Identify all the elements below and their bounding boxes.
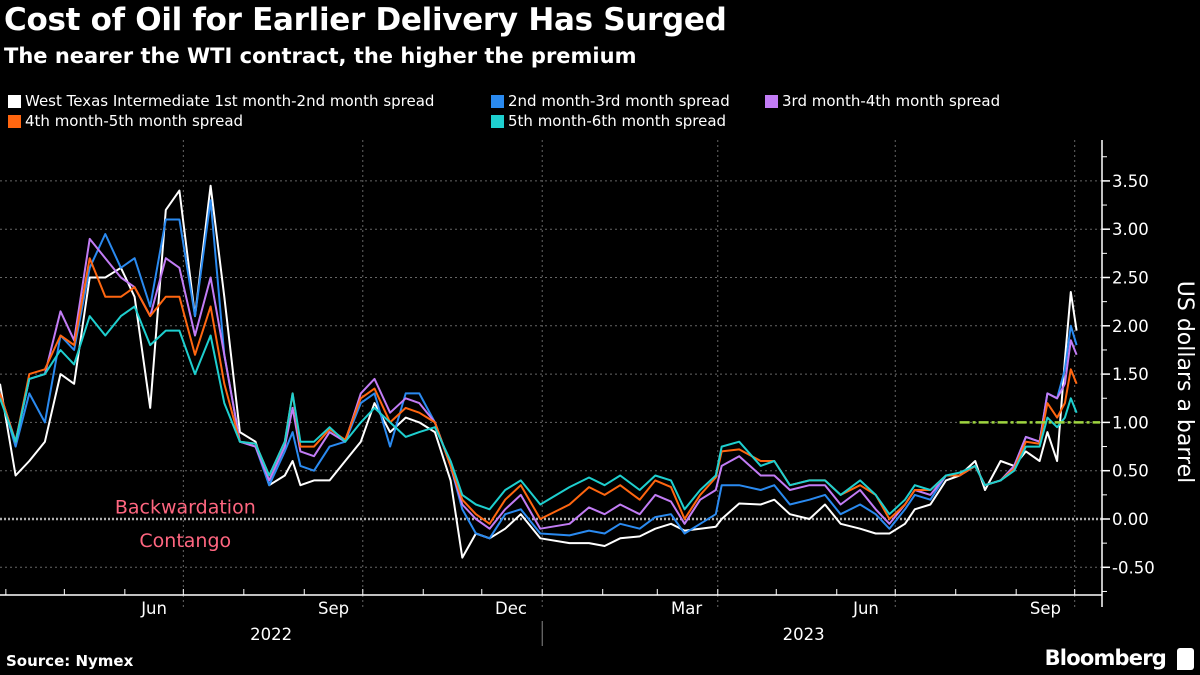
legend-swatch	[765, 94, 778, 108]
chart-subtitle: The nearer the WTI contract, the higher …	[4, 44, 637, 68]
legend-item-3-4: 3rd month-4th month spread	[765, 92, 1000, 110]
x-tick-label: Dec	[495, 599, 527, 618]
legend-item-2-3: 2nd month-3rd month spread	[491, 92, 730, 110]
y-tick-label: 2.00	[1112, 317, 1149, 336]
series-line-1	[0, 184, 1078, 559]
series-lines	[0, 184, 1100, 559]
x-tick-label: Jun	[140, 599, 167, 618]
x-tick-label: Jun	[852, 599, 879, 618]
y-axis-title: US dollars a barrel	[1172, 281, 1197, 483]
year-label: 2023	[783, 625, 825, 644]
bloomberg-chat-icon	[1177, 648, 1194, 670]
year-label: 2022	[250, 625, 292, 644]
annotation-label: Contango	[139, 530, 231, 552]
series-line-2	[0, 199, 1078, 540]
annotations: Backwardation Contango	[115, 496, 256, 552]
legend-swatch	[8, 94, 21, 108]
legend-item-wti-1-2: West Texas Intermediate 1st month-2nd mo…	[8, 92, 434, 110]
series-line-4	[0, 257, 1078, 525]
legend-item-5-6: 5th month-6th month spread	[491, 112, 726, 130]
y-tick-label: 1.00	[1112, 413, 1149, 432]
y-tick-label: 2.50	[1112, 269, 1149, 288]
legend-label: 2nd month-3rd month spread	[508, 92, 730, 110]
x-tick-label: Sep	[1030, 599, 1061, 618]
legend-swatch	[491, 114, 504, 128]
y-tick-label: 0.00	[1112, 510, 1149, 529]
chart-title: Cost of Oil for Earlier Delivery Has Sur…	[4, 2, 727, 38]
legend-label: West Texas Intermediate 1st month-2nd mo…	[25, 92, 435, 110]
axes: -0.50 0.00 0.50 1.00 1.50 2.00 2.50 3.00 3.50 Jun…	[0, 140, 1155, 646]
source-note: Source: Nymex	[6, 652, 134, 670]
annotation-label: Backwardation	[115, 496, 256, 518]
y-tick-label: 3.50	[1112, 172, 1149, 191]
y-tick-label: 0.50	[1112, 462, 1149, 481]
legend-label: 5th month-6th month spread	[508, 112, 727, 130]
legend-label: 3rd month-4th month spread	[782, 92, 1001, 110]
legend-swatch	[8, 114, 21, 128]
x-tick-label: Mar	[671, 599, 702, 618]
legend-label: 4th month-5th month spread	[25, 112, 244, 130]
y-tick-label: 3.00	[1112, 220, 1149, 239]
legend-item-4-5: 4th month-5th month spread	[8, 112, 243, 130]
series-line-5	[0, 305, 1078, 516]
legend-swatch	[491, 94, 504, 108]
x-tick-label: Sep	[318, 599, 349, 618]
y-tick-label: 1.50	[1112, 365, 1149, 384]
bloomberg-logo: Bloomberg	[1044, 646, 1167, 670]
series-line-3	[0, 237, 1078, 530]
gridlines	[0, 140, 1102, 607]
y-tick-label: -0.50	[1112, 558, 1155, 577]
